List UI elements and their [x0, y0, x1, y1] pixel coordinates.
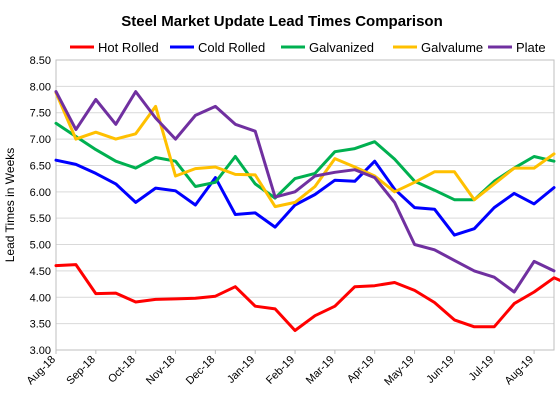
series-line-galvanized: [54, 121, 556, 202]
plot-area: [55, 59, 555, 351]
series-line-galvalume: [54, 91, 556, 209]
legend-label-cold-rolled: Cold Rolled: [198, 40, 265, 55]
y-tick-label: 4.00: [30, 292, 51, 304]
legend-label-galvalume: Galvalume: [421, 40, 483, 55]
series-line-plate: [54, 90, 556, 294]
y-axis-label: Lead Times in Weeks: [3, 148, 17, 263]
chart-title: Steel Market Update Lead Times Compariso…: [121, 13, 442, 30]
y-tick-label: 5.50: [30, 213, 51, 225]
y-tick-label: 5.00: [30, 240, 51, 252]
y-tick-label: 8.00: [30, 81, 51, 93]
y-tick-label: 7.00: [30, 134, 51, 146]
series-line-cold-rolled: [54, 158, 556, 237]
y-tick-label: 6.00: [30, 187, 51, 199]
y-tick-label: 8.50: [30, 55, 51, 67]
y-tick-label: 4.50: [30, 266, 51, 278]
y-tick-label: 3.50: [30, 319, 51, 331]
y-tick-label: 6.50: [30, 160, 51, 172]
y-tick-label: 7.50: [30, 108, 51, 120]
y-axis-ticks: 3.00 3.50 4.00 4.50 5.00 5.50 6.00 6.50 7.00 7.50…: [30, 55, 51, 357]
legend-label-galvanized: Galvanized: [309, 40, 374, 55]
series-lines: [54, 90, 560, 332]
legend: Hot Rolled Cold Rolled Galvanized Galvalume…: [70, 40, 546, 55]
y-tick-label: 3.00: [30, 345, 51, 357]
legend-label-plate: Plate: [516, 40, 546, 55]
legend-label-hot-rolled: Hot Rolled: [98, 40, 159, 55]
series-line-hot-rolled: [54, 263, 560, 332]
